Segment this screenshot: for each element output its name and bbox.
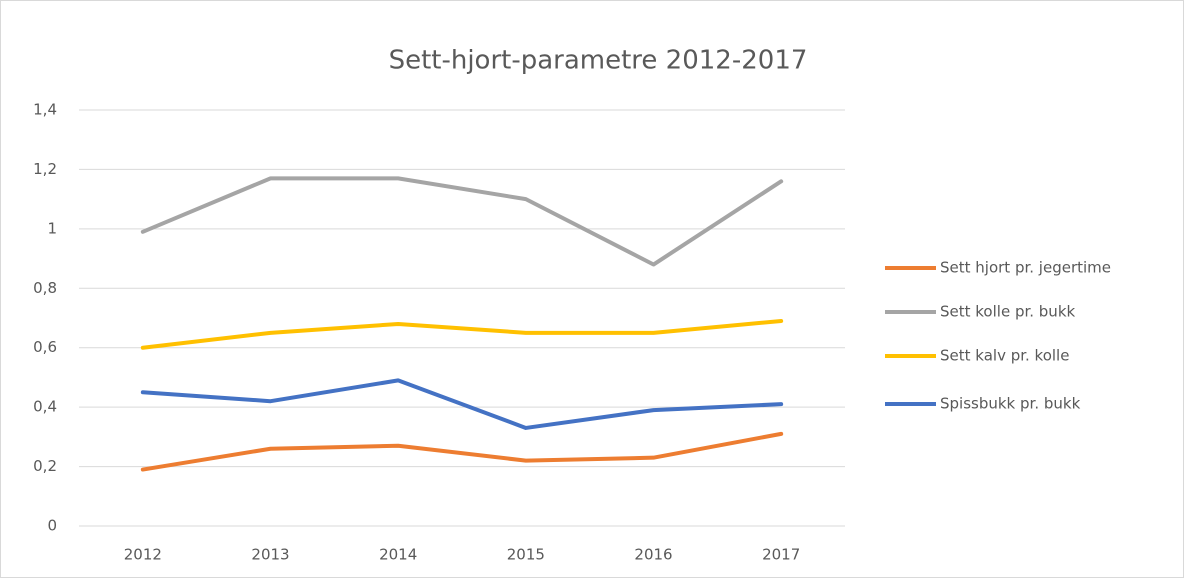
chart-title: Sett-hjort-parametre 2012-2017 — [389, 46, 808, 76]
y-tick-label: 1 — [47, 219, 57, 237]
y-tick-label: 1,4 — [33, 101, 57, 119]
series-line — [140, 318, 784, 350]
x-tick-label: 2017 — [762, 546, 800, 564]
x-tick-label: 2015 — [507, 546, 545, 564]
y-tick-label: 0 — [47, 517, 57, 535]
legend-label: Spissbukk pr. bukk — [940, 395, 1081, 413]
series-line — [140, 431, 784, 472]
x-tick-label: 2014 — [379, 546, 417, 564]
y-tick-label: 1,2 — [33, 160, 57, 178]
y-tick-label: 0,2 — [33, 457, 57, 475]
x-tick-label: 2013 — [251, 546, 289, 564]
legend-label: Sett hjort pr. jegertime — [940, 259, 1111, 277]
x-tick-label: 2012 — [124, 546, 162, 564]
y-tick-label: 0,6 — [33, 338, 57, 356]
y-tick-label: 0,8 — [33, 279, 57, 297]
x-tick-label: 2016 — [634, 546, 672, 564]
series-line — [140, 176, 784, 267]
series-line — [140, 378, 784, 430]
legend-label: Sett kalv pr. kolle — [940, 347, 1069, 365]
legend-label: Sett kolle pr. bukk — [940, 303, 1076, 321]
y-tick-label: 0,4 — [33, 398, 57, 416]
